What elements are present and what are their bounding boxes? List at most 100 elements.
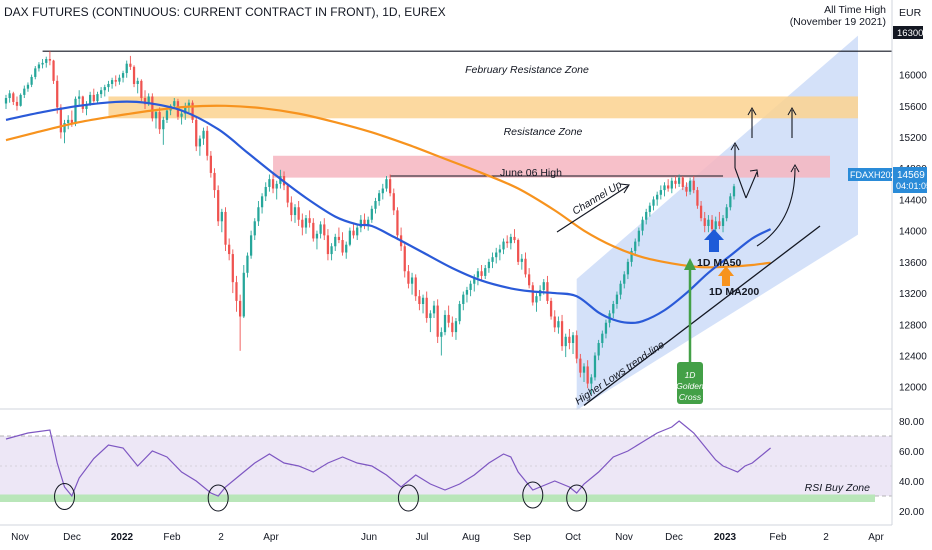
candle-body	[663, 185, 666, 191]
candle-body	[432, 305, 436, 314]
candle-body	[685, 186, 688, 192]
candle-body	[74, 98, 77, 124]
candle-body	[396, 210, 399, 236]
price-tick-label: 12800	[899, 320, 927, 331]
candle-body	[451, 322, 454, 333]
candle-body	[114, 80, 117, 82]
candle-body	[260, 196, 264, 208]
candle-body	[81, 96, 84, 109]
price-tag-value: 14569	[897, 170, 925, 181]
candle-body	[195, 119, 198, 147]
candle-body	[359, 219, 362, 228]
candle-body	[593, 355, 597, 378]
ath-price-tag: 16300	[897, 28, 923, 39]
candle-body	[341, 240, 344, 253]
candle-body	[63, 122, 66, 133]
candle-body	[575, 335, 578, 359]
candle-body	[392, 193, 395, 211]
price-tick-label: 14000	[899, 227, 927, 238]
candle-body	[308, 218, 311, 223]
candle-body	[363, 219, 366, 225]
candle-body	[275, 183, 278, 189]
candle-body	[110, 80, 114, 84]
candle-body	[301, 219, 304, 228]
candle-body	[8, 93, 11, 99]
candle-body	[473, 277, 476, 284]
candle-body	[118, 77, 121, 82]
candle-body	[330, 246, 333, 255]
rsi-tick-label: 20.00	[899, 507, 924, 518]
time-tick-label: Dec	[665, 532, 683, 543]
candle-body	[582, 366, 586, 373]
candle-body	[659, 190, 662, 195]
ma200-label: 1D MA200	[709, 286, 759, 298]
candle-body	[209, 155, 212, 173]
price-tag-bg	[893, 167, 927, 193]
candle-body	[579, 358, 582, 373]
channel-up-arrow-line	[556, 185, 629, 233]
candle-body	[469, 283, 472, 290]
annotation-drawings	[556, 106, 821, 406]
candle-body	[681, 177, 684, 187]
candle-body	[506, 241, 509, 244]
price-tick-label: 12000	[899, 383, 927, 394]
candle-body	[564, 336, 567, 347]
candle-body	[184, 107, 187, 114]
candle-body	[293, 207, 297, 216]
price-tick-label: 13200	[899, 289, 927, 300]
candle-body	[696, 190, 699, 206]
candle-body	[70, 119, 73, 124]
candle-body	[630, 250, 633, 262]
candle-body	[326, 235, 330, 255]
price-tick-label: 16000	[899, 71, 927, 82]
candle-body	[56, 80, 59, 108]
candle-body	[509, 236, 512, 244]
candle-body	[290, 202, 293, 216]
candle-body	[136, 80, 139, 84]
candle-body	[92, 94, 95, 102]
time-tick-label: Jul	[416, 532, 429, 543]
golden-cross-box	[677, 362, 703, 404]
candle-body	[388, 179, 392, 194]
candle-body	[703, 218, 706, 226]
candle-body	[645, 211, 648, 220]
candle-body	[440, 332, 443, 337]
candle-body	[637, 230, 641, 242]
currency-label: EUR	[899, 7, 922, 19]
candle-body	[59, 107, 63, 133]
candle-body	[707, 219, 710, 226]
candle-body	[41, 62, 44, 65]
rsi-low-circle	[566, 484, 588, 512]
candle-body	[198, 138, 202, 147]
candle-body	[378, 193, 381, 202]
candle-body	[23, 88, 26, 95]
candle-body	[729, 196, 732, 208]
candle-body	[454, 321, 458, 333]
candle-body	[374, 201, 377, 209]
candle-body	[129, 63, 132, 67]
ma50-label: 1D MA50	[697, 257, 742, 269]
june-high-label: June 06 High	[500, 167, 562, 179]
rsi-line	[5, 420, 771, 498]
candle-body	[352, 230, 355, 236]
candle-body	[692, 180, 695, 191]
price-tick-label: 15200	[899, 133, 927, 144]
candle-body	[319, 224, 322, 234]
candle-body	[699, 205, 703, 219]
candle-body	[37, 64, 41, 69]
candle-body	[132, 66, 136, 84]
candle-body	[52, 60, 55, 81]
price-tag-symbol-bg	[848, 168, 892, 181]
candle-body	[403, 246, 406, 272]
candle-body	[370, 208, 373, 220]
candle-body	[531, 285, 534, 303]
candle-body	[19, 94, 22, 106]
candle-body	[125, 63, 128, 74]
candle-body	[257, 207, 260, 222]
candle-body	[495, 252, 498, 258]
candle-body	[619, 283, 622, 295]
candle-body	[385, 179, 388, 189]
golden-cross-label-3: Cross	[679, 392, 702, 402]
candle-body	[571, 335, 575, 344]
